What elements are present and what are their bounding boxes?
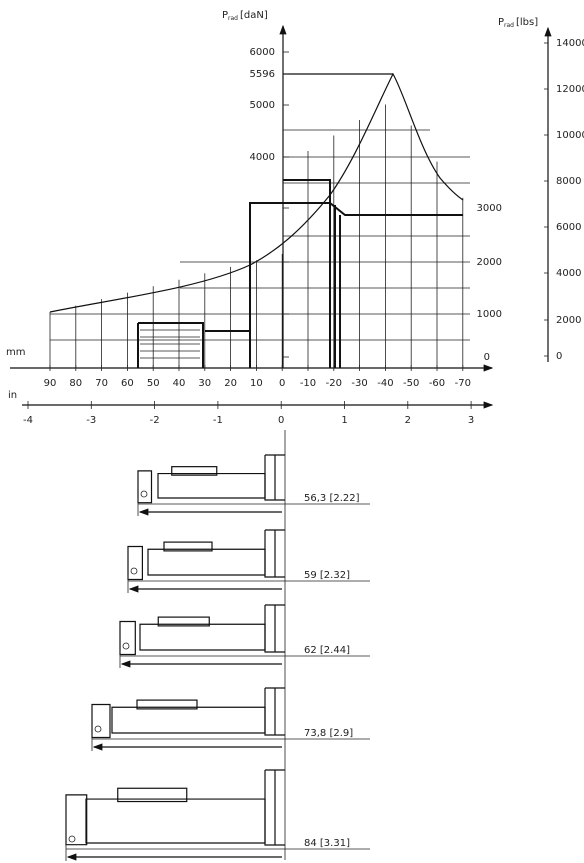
head [138,471,152,503]
pin [69,836,75,842]
mm-tick-label: -30 [351,378,367,389]
left-axis-title: Prad[daN] [222,10,268,22]
in-tick-label: 2 [405,415,411,426]
mm-tick-label: -40 [377,378,393,389]
pin [95,726,101,732]
left-tick-label: 6000 [250,47,275,58]
mm-tick-label: 80 [69,378,82,389]
left-tick-label: 0 [484,352,490,363]
right-axis-title: Prad[lbs] [498,17,538,29]
mm-tick-label: -50 [403,378,419,389]
body [112,707,265,733]
right-tick-label: 2000 [556,315,581,326]
right-tick-label: 12000 [556,84,584,95]
in-tick-label: -2 [150,415,160,426]
mm-tick-label: -70 [455,378,471,389]
pin [131,568,137,574]
flange [265,688,285,735]
left-tick-label: 2000 [477,257,502,268]
mm-tick-label: 10 [250,378,263,389]
mm-tick-label: 30 [198,378,211,389]
right-tick-label: 4000 [556,268,581,279]
diagram: Prad[daN] Prad[lbs] mm in 56,3 [2.22] 59 … [0,0,584,863]
left-tick-label: 5596 [250,69,275,80]
in-tick-label: 1 [341,415,347,426]
dimension-label: 62 [2.44] [304,645,350,656]
pin [141,491,147,497]
envelope [283,203,463,215]
in-axis-label: in [8,390,17,401]
pin [123,643,129,649]
in-tick-label: -1 [213,415,223,426]
mm-tick-label: 70 [95,378,108,389]
flange [265,770,285,845]
dimension-label: 56,3 [2.22] [304,493,360,504]
body [158,474,265,498]
mm-tick-label: 40 [173,378,186,389]
head [120,622,135,655]
body [86,799,265,843]
mm-tick-label: 90 [44,378,57,389]
flange [265,605,285,652]
in-tick-label: -3 [86,415,96,426]
mm-tick-label: -20 [326,378,342,389]
head [128,547,142,580]
left-tick-label: 4000 [250,152,275,163]
head [92,705,110,738]
right-tick-label: 0 [556,351,562,362]
mm-tick-label: -60 [429,378,445,389]
mm-tick-label: 50 [147,378,160,389]
mm-tick-label: 60 [121,378,134,389]
right-tick-label: 14000 [556,38,584,49]
hatching [140,330,200,358]
connectors: 56,3 [2.22] 59 [2.32] 62 [2.44] 73,8 [2.9] 8… [66,455,370,861]
mm-tick-label: 20 [224,378,237,389]
dimension-label: 59 [2.32] [304,570,350,581]
dimension-label: 84 [3.31] [304,838,350,849]
right-tick-label: 8000 [556,176,581,187]
envelope [335,205,340,368]
left-tick-label: 5000 [250,100,275,111]
right-tick-label: 6000 [556,222,581,233]
mm-axis-label: mm [6,347,25,358]
flange [265,530,285,577]
left-tick-label: 3000 [477,203,502,214]
mm-tick-label: -10 [300,378,316,389]
body [140,624,265,650]
flange [265,455,285,500]
body [148,549,265,575]
grid [50,105,470,368]
envelope [250,203,283,368]
in-tick-label: -4 [23,415,33,426]
in-tick-label: 3 [468,415,474,426]
dimension-label: 73,8 [2.9] [304,728,353,739]
mm-tick-label: 0 [279,378,285,389]
left-tick-label: 1000 [477,309,502,320]
in-tick-label: 0 [278,415,284,426]
